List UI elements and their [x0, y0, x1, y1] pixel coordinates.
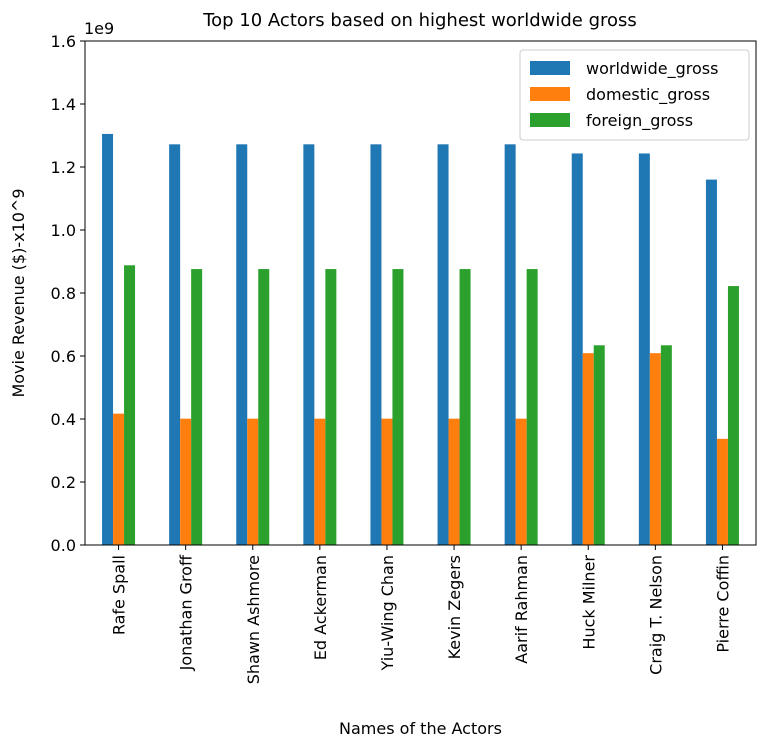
- x-tick-label: Kevin Zegers: [445, 555, 464, 659]
- legend-swatch: [530, 113, 570, 127]
- bar-domestic_gross: [113, 413, 125, 545]
- bar-foreign_gross: [325, 269, 337, 545]
- bars-group: [102, 133, 739, 546]
- y-axis-scale-label: 1e9: [84, 19, 114, 38]
- bar-foreign_gross: [660, 345, 672, 545]
- bar-worldwide_gross: [504, 144, 516, 545]
- legend-label: foreign_gross: [586, 111, 693, 131]
- bar-foreign_gross: [459, 269, 471, 545]
- x-axis: Rafe Spall Jonathan Groff Shawn Ashmore Ed …: [110, 545, 732, 684]
- bar-worldwide_gross: [370, 144, 382, 545]
- bar-domestic_gross: [247, 418, 259, 545]
- y-tick-label: 0.0: [51, 536, 76, 555]
- bar-domestic_gross: [448, 418, 460, 545]
- bar-worldwide_gross: [102, 133, 114, 546]
- legend-label: worldwide_gross: [586, 59, 718, 79]
- y-tick-label: 1.2: [51, 158, 76, 177]
- chart-title: Top 10 Actors based on highest worldwide…: [202, 10, 637, 31]
- bar-foreign_gross: [258, 269, 270, 545]
- x-axis-title: Names of the Actors: [339, 719, 502, 738]
- y-tick-label: 1.0: [51, 221, 76, 240]
- bar-foreign_gross: [727, 286, 739, 545]
- bar-domestic_gross: [381, 418, 393, 545]
- bar-worldwide_gross: [638, 153, 650, 545]
- bar-foreign_gross: [526, 269, 538, 545]
- y-tick-label: 0.2: [51, 473, 76, 492]
- bar-worldwide_gross: [169, 144, 181, 545]
- x-tick-label: Craig T. Nelson: [646, 555, 665, 675]
- bar-domestic_gross: [716, 438, 728, 545]
- x-tick-label: Jonathan Groff: [177, 554, 196, 671]
- y-tick-label: 0.8: [51, 284, 76, 303]
- bar-worldwide_gross: [303, 144, 315, 545]
- bar-worldwide_gross: [571, 153, 583, 545]
- bar-domestic_gross: [180, 418, 192, 545]
- x-tick-label: Huck Milner: [579, 555, 598, 650]
- x-tick-label: Ed Ackerman: [311, 555, 330, 660]
- legend: worldwide_gross domestic_gross foreign_gro…: [519, 49, 750, 141]
- x-tick-label: Shawn Ashmore: [244, 555, 263, 684]
- bar-worldwide_gross: [437, 144, 449, 545]
- bar-foreign_gross: [392, 269, 404, 545]
- bar-domestic_gross: [314, 418, 326, 545]
- y-tick-label: 0.6: [51, 347, 76, 366]
- bar-foreign_gross: [593, 345, 605, 545]
- x-tick-label: Aarif Rahman: [512, 555, 531, 664]
- legend-box: [519, 49, 750, 141]
- y-axis-title: Movie Revenue ($)-x10^9: [9, 188, 28, 397]
- bar-worldwide_gross: [236, 144, 248, 545]
- bar-domestic_gross: [582, 353, 594, 545]
- bar-worldwide_gross: [705, 179, 717, 545]
- x-tick-label: Rafe Spall: [110, 555, 129, 635]
- bar-foreign_gross: [124, 265, 136, 545]
- legend-label: domestic_gross: [586, 85, 710, 105]
- bar-domestic_gross: [649, 353, 661, 545]
- y-axis: 0.0 0.2 0.4 0.6 0.8 1.0 1.2 1.4 1.6: [51, 32, 85, 555]
- y-tick-label: 1.4: [51, 95, 76, 114]
- legend-swatch: [530, 61, 570, 75]
- bar-foreign_gross: [191, 269, 203, 545]
- x-tick-label: Pierre Coffin: [713, 555, 732, 653]
- bar-domestic_gross: [515, 418, 527, 545]
- legend-swatch: [530, 87, 570, 101]
- x-tick-label: Yiu-Wing Chan: [378, 555, 397, 671]
- y-tick-label: 1.6: [51, 32, 76, 51]
- y-tick-label: 0.4: [51, 410, 76, 429]
